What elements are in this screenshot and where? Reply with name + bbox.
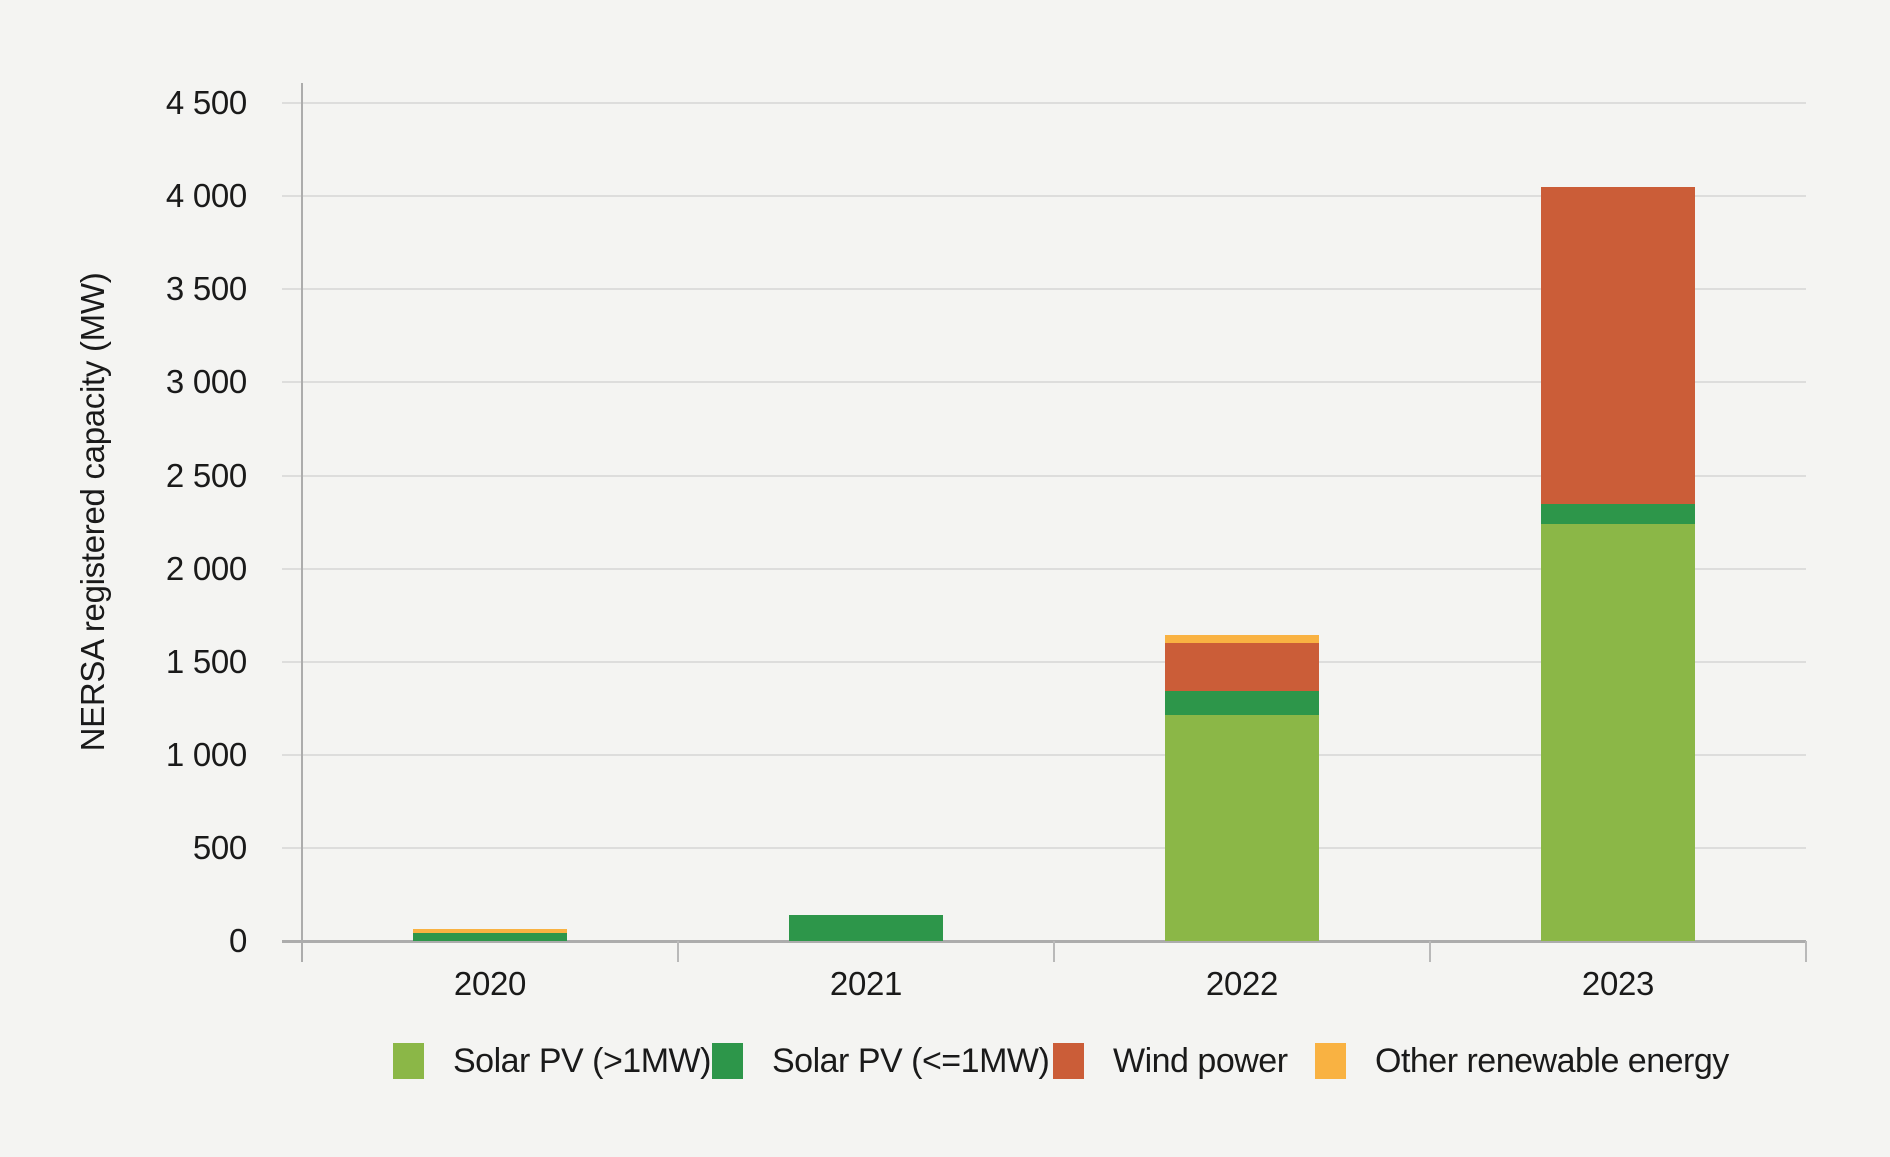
y-tick-label: 4 000	[165, 177, 247, 215]
legend-swatch-solar-pv-le-1mw	[712, 1043, 743, 1079]
bar-segment-2023-wind-power	[1541, 186, 1695, 505]
legend-label: Wind power	[1113, 1042, 1288, 1080]
y-tick-label: 1 500	[165, 642, 247, 680]
bar-segment-2020-other-renewable-energy	[413, 928, 567, 933]
y-tick-label: 4 500	[165, 84, 247, 122]
x-axis-baseline	[282, 939, 1806, 943]
gridline	[282, 660, 1806, 663]
legend-label: Solar PV (<=1MW)	[772, 1042, 1050, 1080]
gridline	[282, 846, 1806, 849]
bar-segment-2023-solar-pv-1mw	[1541, 523, 1695, 941]
gridline	[282, 195, 1806, 198]
y-tick-label: 2 000	[165, 549, 247, 587]
y-tick-label: 3 000	[165, 363, 247, 401]
legend-label: Other renewable energy	[1375, 1042, 1729, 1080]
gridline	[282, 288, 1806, 291]
bar-segment-2020-solar-pv-1mw	[413, 932, 567, 941]
legend-label: Solar PV (>1MW)	[453, 1042, 711, 1080]
bar-segment-2022-solar-pv-1mw	[1165, 714, 1319, 941]
bar-segment-2022-wind-power	[1165, 643, 1319, 691]
bar-segment-2021-solar-pv-1mw	[789, 914, 943, 941]
legend-swatch-other-renewable-energy	[1315, 1043, 1346, 1079]
gridline	[282, 102, 1806, 105]
bar-segment-2023-solar-pv-1mw	[1541, 504, 1695, 524]
gridline	[282, 381, 1806, 384]
y-tick-label: 0	[228, 922, 247, 959]
bar-segment-2022-solar-pv-1mw	[1165, 690, 1319, 715]
y-tick-label: 1 000	[165, 735, 247, 773]
y-tick-label: 500	[192, 828, 247, 866]
legend-swatch-solar-pv-gt-1mw	[393, 1043, 424, 1079]
gridline	[282, 474, 1806, 477]
x-tick-label-2021: 2021	[829, 965, 903, 1002]
x-tick-label-2022: 2022	[1205, 965, 1279, 1002]
y-tick-label: 2 500	[165, 456, 247, 494]
y-tick-label: 3 500	[165, 270, 247, 308]
gridline	[282, 567, 1806, 570]
x-tick-label-2023: 2023	[1581, 965, 1655, 1002]
category-tick	[1429, 941, 1431, 962]
x-tick-label-2020: 2020	[453, 965, 527, 1002]
category-tick	[1053, 941, 1055, 962]
gridline	[282, 753, 1806, 756]
legend-swatch-wind-power	[1053, 1043, 1084, 1079]
category-tick	[1805, 941, 1807, 962]
bar-segment-2022-other-renewable-energy	[1165, 634, 1319, 644]
category-tick	[677, 941, 679, 962]
y-axis-line	[301, 83, 303, 962]
